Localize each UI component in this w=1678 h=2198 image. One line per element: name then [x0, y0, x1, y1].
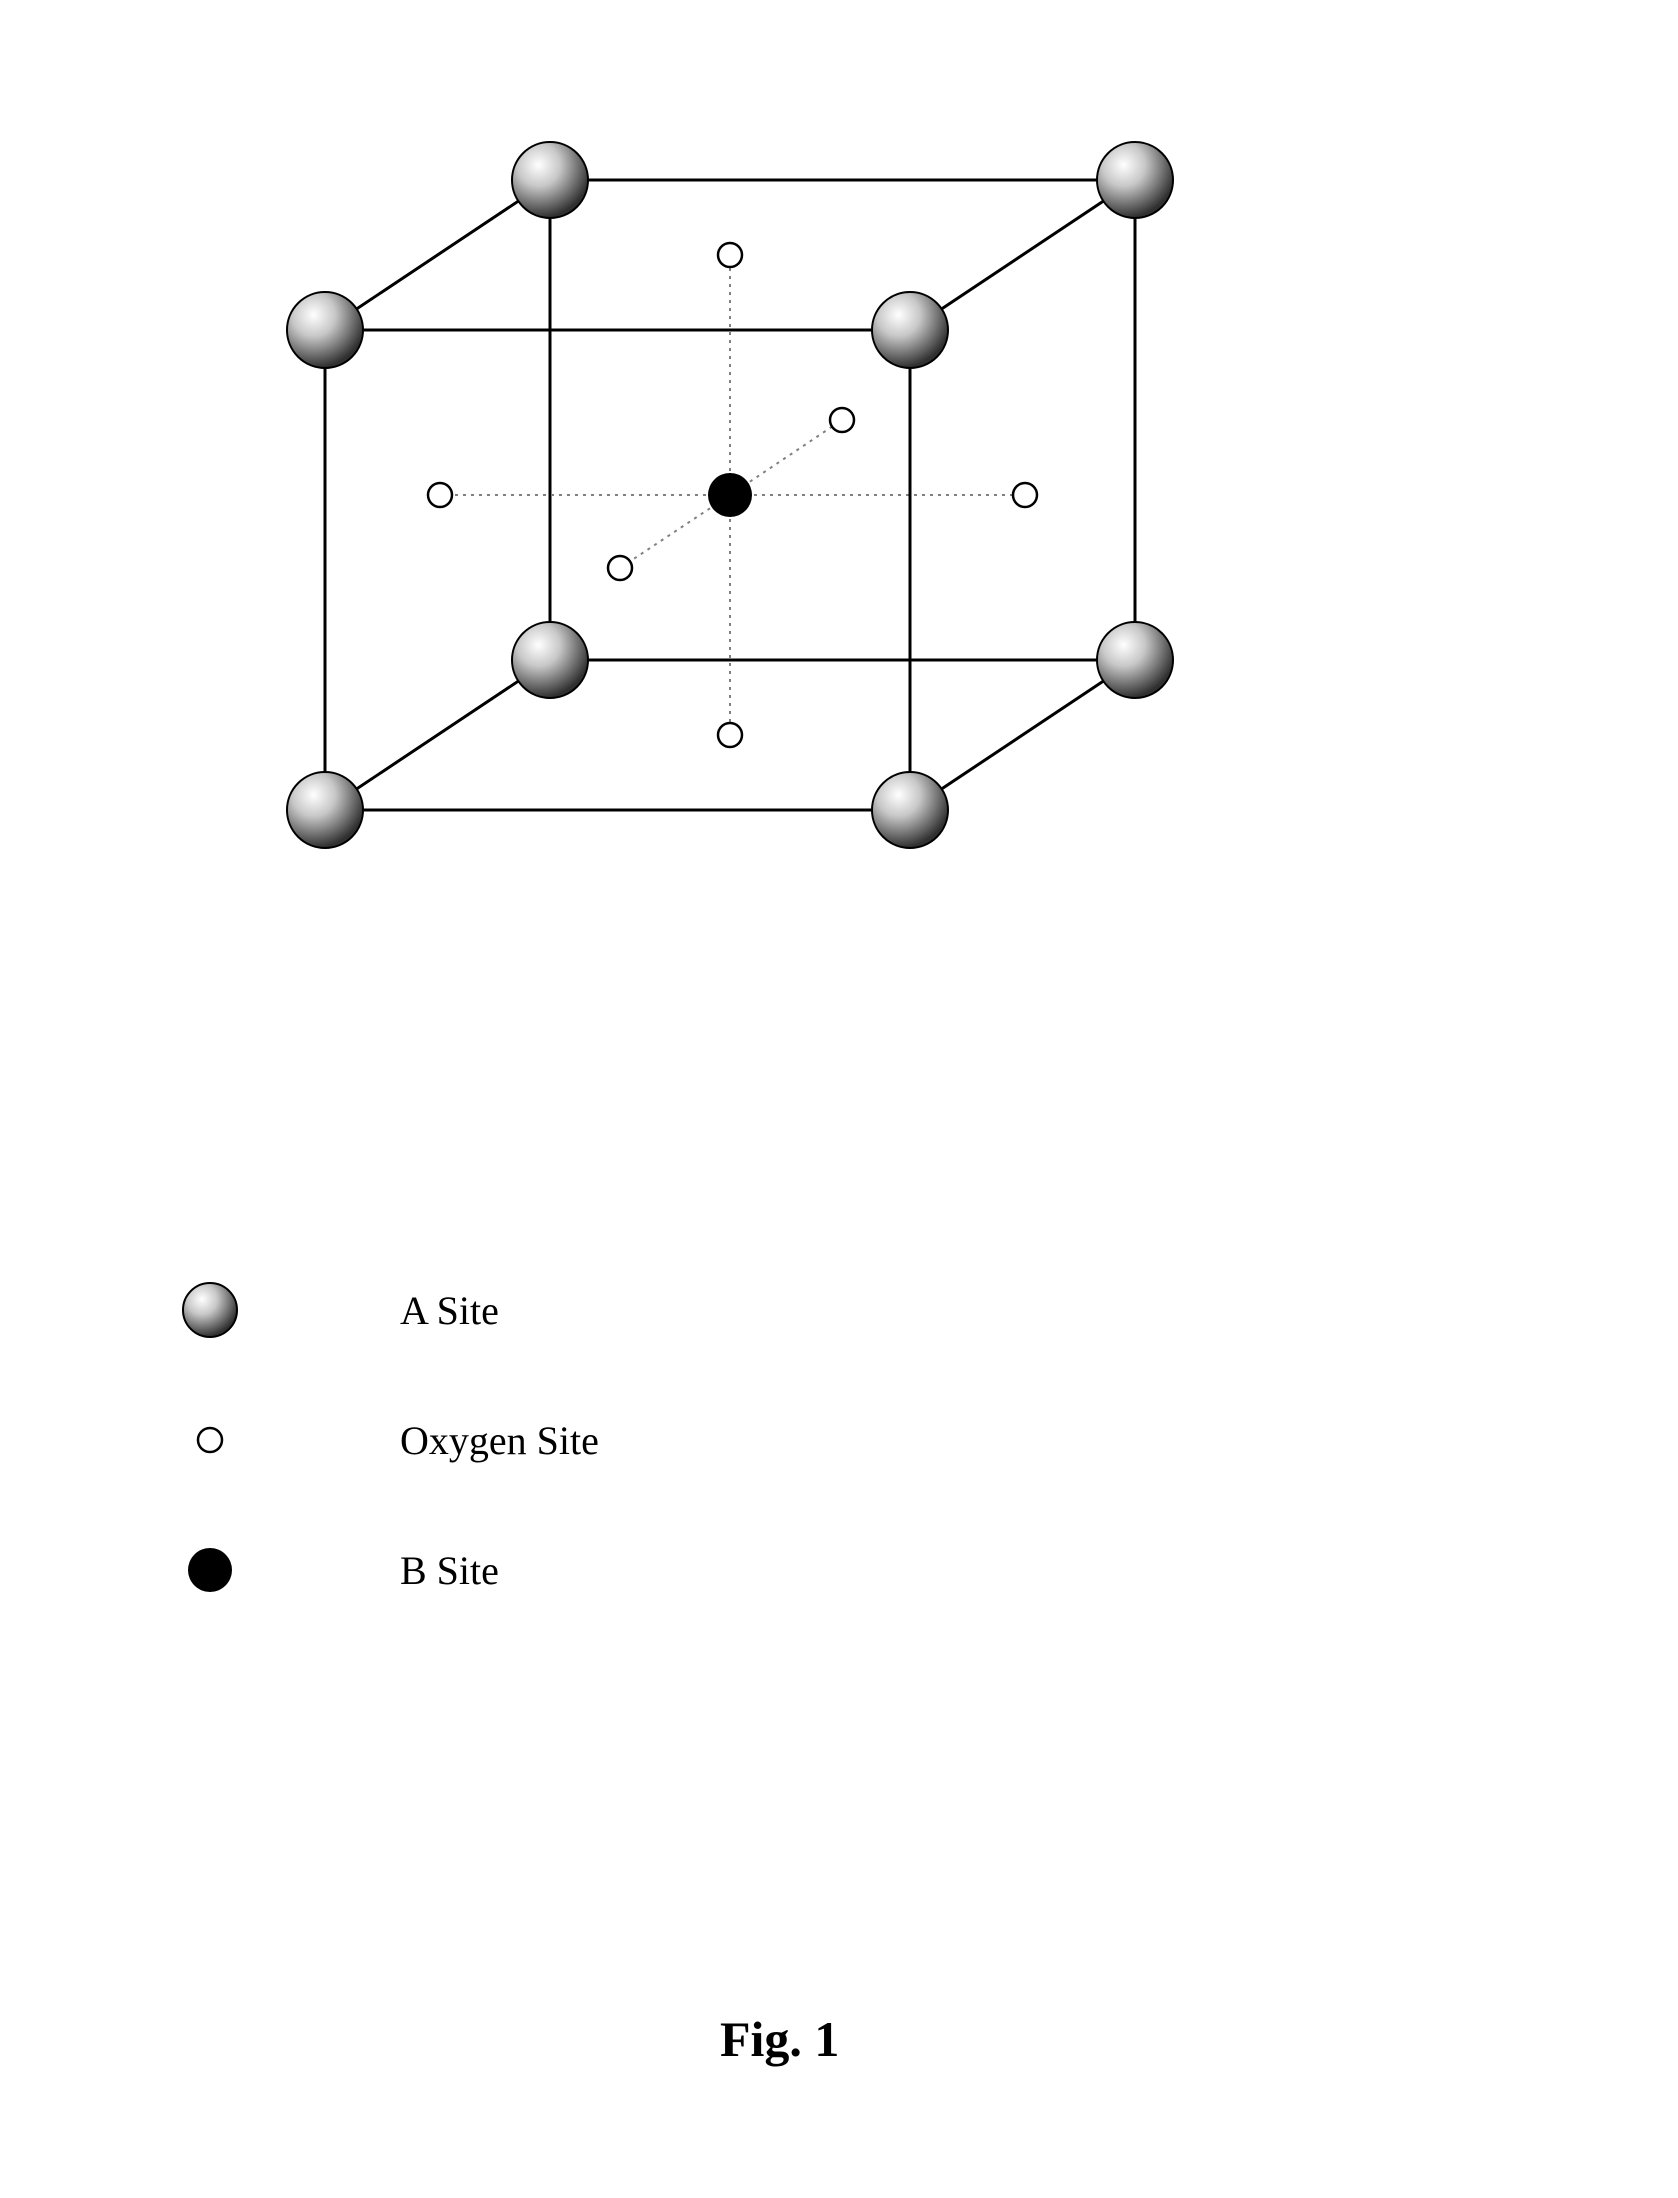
legend-label: Oxygen Site [400, 1417, 599, 1464]
oxygen-atom [1013, 483, 1037, 507]
cube-svg [250, 130, 1250, 910]
legend-label: B Site [400, 1547, 499, 1594]
a-site-atom [872, 292, 948, 368]
b-site-icon [180, 1540, 240, 1600]
a-site-icon [180, 1280, 240, 1340]
oxygen-atom [428, 483, 452, 507]
legend-row-oxygen: Oxygen Site [180, 1410, 599, 1470]
a-site-atom [287, 772, 363, 848]
a-site-atom [512, 142, 588, 218]
oxygen-atom [718, 723, 742, 747]
crystal-structure-diagram [250, 130, 1350, 930]
b-site-atom [708, 473, 752, 517]
a-site-atom [512, 622, 588, 698]
oxygen-atom [718, 243, 742, 267]
legend-label: A Site [400, 1287, 499, 1334]
figure-caption: Fig. 1 [720, 2010, 839, 2068]
oxygen-atom [830, 408, 854, 432]
oxygen-icon [180, 1410, 240, 1470]
legend: A Site Oxygen Site B Site [180, 1280, 599, 1670]
oxygen-atom [608, 556, 632, 580]
a-site-atom [287, 292, 363, 368]
a-site-atom [1097, 142, 1173, 218]
a-site-atom [872, 772, 948, 848]
legend-row-b-site: B Site [180, 1540, 599, 1600]
legend-row-a-site: A Site [180, 1280, 599, 1340]
a-site-atom [1097, 622, 1173, 698]
